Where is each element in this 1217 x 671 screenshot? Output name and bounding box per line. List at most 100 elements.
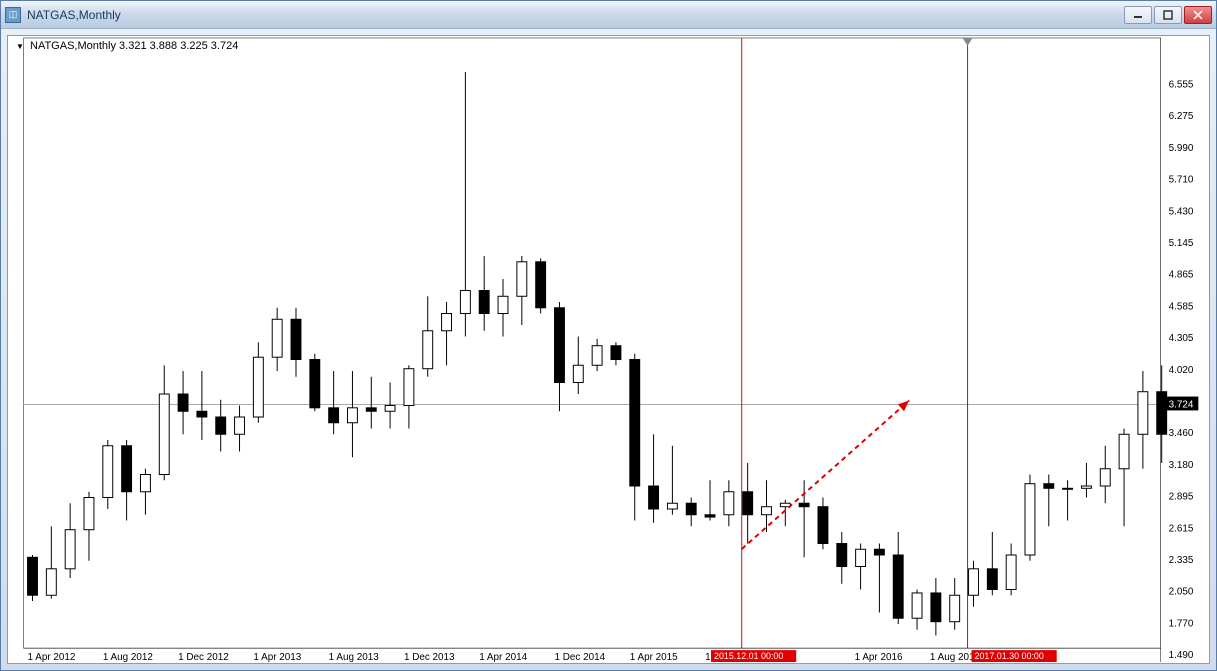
- candle-body[interactable]: [1157, 392, 1167, 435]
- candle-body[interactable]: [366, 408, 376, 411]
- candle-body[interactable]: [743, 492, 753, 515]
- candle-body[interactable]: [893, 555, 903, 618]
- date-badge-text: 2017.01.30 00:00: [974, 651, 1043, 661]
- candle-body[interactable]: [103, 446, 113, 498]
- candle-body[interactable]: [592, 346, 602, 366]
- candle-body[interactable]: [630, 360, 640, 486]
- candle-body[interactable]: [724, 492, 734, 515]
- y-tick-label: 5.430: [1169, 206, 1194, 217]
- candle-body[interactable]: [216, 417, 226, 434]
- candle-body[interactable]: [423, 331, 433, 369]
- candle-body[interactable]: [517, 262, 527, 296]
- y-tick-label: 4.865: [1169, 270, 1194, 281]
- candle-body[interactable]: [799, 503, 809, 506]
- candle-body[interactable]: [837, 544, 847, 567]
- candle-body[interactable]: [291, 319, 301, 359]
- candle-body[interactable]: [1063, 488, 1073, 489]
- candle-body[interactable]: [969, 569, 979, 595]
- candle-body[interactable]: [1100, 469, 1110, 486]
- candle-body[interactable]: [611, 346, 621, 360]
- candle-body[interactable]: [178, 394, 188, 411]
- x-tick-label: 1 Dec 2013: [404, 652, 455, 663]
- candle-body[interactable]: [329, 408, 339, 423]
- close-button[interactable]: [1184, 6, 1212, 24]
- candle-body[interactable]: [479, 291, 489, 314]
- y-tick-label: 1.770: [1169, 618, 1194, 629]
- close-icon: [1193, 10, 1203, 20]
- candle-body[interactable]: [498, 296, 508, 313]
- candle-body[interactable]: [84, 498, 94, 530]
- candle-body[interactable]: [385, 406, 395, 412]
- candle-body[interactable]: [46, 569, 56, 595]
- candle-body[interactable]: [1138, 392, 1148, 435]
- candle-body[interactable]: [65, 530, 75, 569]
- candle-body[interactable]: [1025, 484, 1035, 555]
- candle-body[interactable]: [555, 308, 565, 383]
- candle-body[interactable]: [762, 507, 772, 515]
- candle-body[interactable]: [874, 549, 884, 555]
- candle-body[interactable]: [347, 408, 357, 423]
- candle-body[interactable]: [856, 549, 866, 566]
- y-tick-label: 3.180: [1169, 460, 1194, 471]
- candle-body[interactable]: [235, 417, 245, 434]
- x-tick-label: 1 Apr 2014: [479, 652, 527, 663]
- candle-body[interactable]: [460, 291, 470, 314]
- candle-body[interactable]: [310, 360, 320, 408]
- candle-body[interactable]: [649, 486, 659, 509]
- y-tick-label: 5.145: [1169, 238, 1194, 249]
- window-title: NATGAS,Monthly: [27, 8, 1124, 22]
- date-badge-text: 2015.12.01 00:00: [714, 651, 783, 661]
- trend-arrow-head-icon: [898, 401, 909, 412]
- candle-body[interactable]: [667, 503, 677, 509]
- y-tick-label: 4.305: [1169, 333, 1194, 344]
- candle-body[interactable]: [272, 319, 282, 357]
- candle-body[interactable]: [253, 357, 263, 417]
- candle-body[interactable]: [197, 411, 207, 417]
- candle-body[interactable]: [931, 593, 941, 622]
- chart-canvas[interactable]: 6.5556.2755.9905.7105.4305.1454.8654.585…: [8, 36, 1209, 663]
- candle-body[interactable]: [536, 262, 546, 308]
- chart-header: ▼ NATGAS,Monthly 3.321 3.888 3.225 3.724: [14, 40, 238, 52]
- x-tick-label: 1 Aug 2013: [329, 652, 380, 663]
- x-tick-label: 1 Apr 2013: [253, 652, 301, 663]
- y-tick-label: 1.490: [1169, 650, 1194, 661]
- candle-body[interactable]: [1006, 555, 1016, 589]
- candle-body[interactable]: [818, 507, 828, 544]
- candle-body[interactable]: [573, 365, 583, 382]
- candle-body[interactable]: [987, 569, 997, 590]
- y-tick-label: 4.585: [1169, 301, 1194, 312]
- chart-ohlc-label: NATGAS,Monthly 3.321 3.888 3.225 3.724: [30, 40, 238, 52]
- candle-body[interactable]: [159, 394, 169, 474]
- minimize-button[interactable]: [1124, 6, 1152, 24]
- maximize-button[interactable]: [1154, 6, 1182, 24]
- x-tick-label: 1 Apr 2016: [855, 652, 903, 663]
- candle-body[interactable]: [122, 446, 132, 492]
- x-tick-label: 1 Aug 2012: [103, 652, 153, 663]
- scroll-marker-icon[interactable]: [963, 38, 973, 46]
- titlebar[interactable]: ◫ NATGAS,Monthly: [1, 1, 1216, 29]
- candle-body[interactable]: [28, 557, 38, 595]
- candle-body[interactable]: [140, 475, 150, 492]
- y-tick-label: 2.335: [1169, 555, 1194, 566]
- y-tick-label: 2.615: [1169, 523, 1194, 534]
- window-controls: [1124, 6, 1212, 24]
- candle-body[interactable]: [912, 593, 922, 618]
- x-tick-label: 1 Apr 2012: [28, 652, 76, 663]
- y-tick-label: 6.555: [1169, 80, 1194, 91]
- y-tick-label: 3.460: [1169, 428, 1194, 439]
- candle-body[interactable]: [1119, 434, 1129, 468]
- y-tick-label: 5.710: [1169, 175, 1194, 186]
- candle-body[interactable]: [1081, 486, 1091, 488]
- chart-container[interactable]: ▼ NATGAS,Monthly 3.321 3.888 3.225 3.724…: [7, 35, 1210, 664]
- chart-menu-dropdown[interactable]: ▼: [14, 40, 26, 52]
- candle-body[interactable]: [950, 595, 960, 621]
- candle-body[interactable]: [404, 369, 414, 406]
- x-tick-label: 1 Dec 2014: [555, 652, 606, 663]
- candle-body[interactable]: [442, 314, 452, 331]
- candle-body[interactable]: [686, 503, 696, 514]
- y-tick-label: 4.020: [1169, 365, 1194, 376]
- plot-border: [24, 38, 1161, 648]
- candle-body[interactable]: [705, 515, 715, 517]
- y-tick-label: 2.895: [1169, 492, 1194, 503]
- candle-body[interactable]: [1044, 484, 1054, 489]
